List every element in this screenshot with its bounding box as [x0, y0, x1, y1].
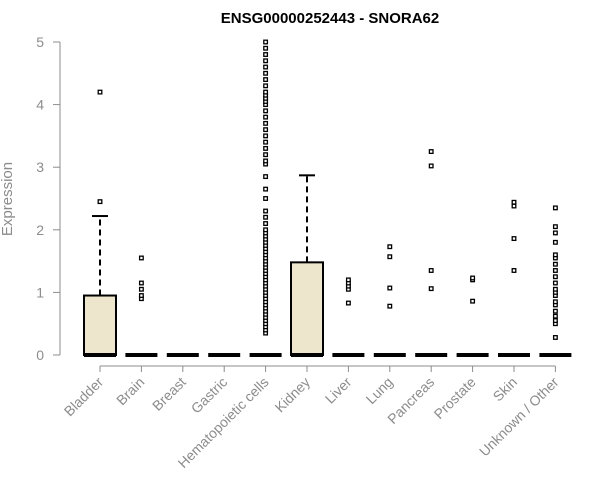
x-tick-label: Skin — [490, 374, 521, 405]
outlier-point — [470, 275, 476, 281]
outlier-point — [263, 108, 269, 114]
outlier-point — [263, 139, 269, 145]
box — [83, 294, 117, 356]
outlier-point — [552, 224, 558, 230]
outlier-point — [263, 77, 269, 83]
y-tick-label: 4 — [36, 97, 44, 113]
outlier-point — [263, 208, 269, 214]
y-tick-label: 1 — [36, 284, 44, 300]
outlier-point — [138, 286, 144, 292]
outlier-point — [263, 214, 269, 220]
outlier-point — [263, 120, 269, 126]
y-tick-label: 0 — [36, 347, 44, 363]
box-group — [332, 277, 365, 357]
outlier-point — [511, 203, 517, 209]
outlier-point — [263, 133, 269, 139]
outlier-point — [345, 277, 351, 283]
x-tick-label: Kidney — [272, 374, 314, 416]
outlier-point — [552, 299, 558, 305]
outlier-point — [511, 236, 517, 242]
outlier-point — [552, 313, 558, 319]
box-group — [539, 205, 572, 357]
box-group — [415, 149, 448, 357]
x-tick-label: Prostate — [431, 374, 479, 422]
x-tick-label: Bladder — [61, 374, 107, 420]
box-group — [498, 199, 530, 357]
y-tick-label: 3 — [36, 159, 44, 175]
outlier-point — [263, 145, 269, 151]
outlier-point — [263, 45, 269, 51]
x-tick-label: Breast — [149, 374, 189, 414]
box-group — [249, 39, 282, 357]
outlier-point — [345, 300, 351, 306]
outlier-point — [387, 244, 393, 250]
outlier-point — [470, 298, 476, 304]
outlier-point — [263, 52, 269, 57]
outlier-point — [552, 268, 558, 273]
outlier-point — [428, 163, 434, 169]
outlier-point — [552, 308, 558, 314]
y-axis-label: Expression — [0, 162, 16, 236]
outlier-point — [263, 196, 269, 201]
outlier-point — [552, 230, 558, 236]
outlier-point — [387, 285, 393, 291]
outlier-point — [387, 254, 393, 260]
outlier-point — [263, 127, 269, 133]
outlier-point — [552, 252, 558, 258]
outlier-point — [552, 280, 558, 286]
outlier-point — [263, 114, 269, 120]
outlier-point — [552, 274, 558, 280]
plot-area — [83, 39, 572, 357]
box-group — [83, 89, 117, 357]
outlier-point — [552, 318, 558, 324]
y-tick-label: 5 — [36, 34, 44, 50]
x-tick-label: Brain — [113, 374, 147, 408]
box-group — [125, 255, 158, 357]
x-tick-label: Lung — [363, 374, 396, 407]
box-group — [373, 244, 406, 357]
outlier-point — [263, 158, 269, 164]
outlier-point — [263, 152, 269, 158]
outlier-point — [138, 280, 144, 286]
outlier-point — [263, 58, 269, 64]
outlier-point — [138, 293, 144, 298]
outlier-point — [428, 268, 434, 273]
box-group — [290, 174, 324, 357]
outlier-point — [97, 199, 103, 205]
outlier-point — [387, 303, 393, 309]
outlier-point — [552, 261, 558, 267]
y-tick-label: 2 — [36, 222, 44, 238]
chart-title: ENSG00000252443 - SNORA62 — [221, 10, 439, 27]
outlier-point — [428, 149, 434, 154]
box — [290, 261, 324, 356]
x-tick-label: Liver — [322, 374, 355, 407]
outlier-point — [263, 221, 269, 226]
outlier-point — [263, 70, 269, 76]
outlier-point — [263, 64, 269, 70]
outlier-point — [263, 186, 269, 192]
outlier-point — [263, 89, 269, 95]
outlier-point — [552, 239, 558, 245]
box-group — [456, 275, 489, 357]
outlier-point — [552, 335, 558, 340]
outlier-point — [263, 227, 269, 233]
outlier-point — [97, 89, 103, 95]
outlier-point — [552, 286, 558, 292]
outlier-point — [263, 174, 269, 180]
outlier-point — [138, 255, 144, 261]
outlier-point — [263, 83, 269, 89]
outlier-point — [511, 268, 517, 273]
outlier-point — [511, 199, 517, 205]
y-axis: 0 1 2 3 4 5 — [36, 34, 61, 363]
outlier-point — [428, 286, 434, 292]
outlier-point — [552, 205, 558, 211]
outlier-point — [263, 39, 269, 45]
x-tick-label: Unknown / Other — [476, 374, 562, 460]
